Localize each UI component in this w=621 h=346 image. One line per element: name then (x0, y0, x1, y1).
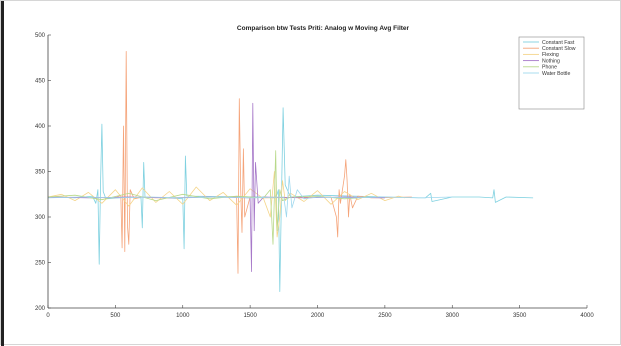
legend-label: Nothing (542, 58, 560, 64)
y-tick-label: 200 (35, 306, 46, 312)
y-tick-label: 300 (35, 215, 46, 221)
y-tick-label: 450 (35, 79, 46, 85)
legend-label: Constant Fast (542, 40, 575, 46)
legend-label: Phone (542, 65, 557, 71)
series-layer (47, 51, 534, 293)
x-tick-label: 0 (46, 313, 50, 319)
series-line-water-bottle (47, 175, 453, 218)
x-tick-label: 500 (110, 313, 121, 319)
plot-area (48, 35, 587, 308)
series-line-constant-slow (47, 51, 412, 274)
x-tick-label: 2500 (378, 313, 392, 319)
x-tick-label: 1500 (243, 313, 257, 319)
legend-label: Constant Slow (542, 46, 576, 52)
y-tick-label: 500 (35, 33, 46, 39)
window-left-edge (1, 1, 4, 346)
x-tick-label: 3500 (513, 313, 527, 319)
legend-label: Water Bottle (542, 71, 570, 77)
x-tick-label: 2000 (311, 313, 325, 319)
chart-title: Comparison btw Tests Priti: Analog w Mov… (237, 25, 410, 32)
x-tick-label: 3000 (446, 313, 460, 319)
legend-label: Flexing (542, 52, 559, 58)
y-tick-label: 250 (35, 261, 46, 267)
y-ticks: 200 250 300 350 400 450 500 (35, 33, 51, 312)
x-ticks: 0 500 1000 1500 2000 2500 3000 3500 4000 (46, 305, 594, 319)
x-tick-label: 4000 (580, 313, 594, 319)
y-tick-label: 350 (35, 170, 46, 176)
x-tick-label: 1000 (176, 313, 190, 319)
y-tick-label: 400 (35, 124, 46, 130)
